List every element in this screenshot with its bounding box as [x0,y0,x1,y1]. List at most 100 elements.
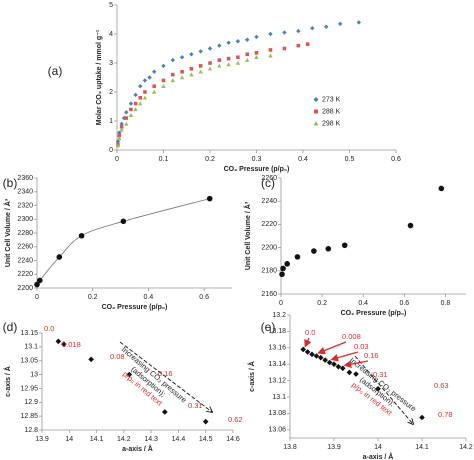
legend-marker [313,97,319,102]
data-point [121,115,127,121]
data-point [143,90,147,94]
y-tick-label: 13.18 [268,328,286,335]
data-point [117,133,122,138]
y-tick-label: 3 [109,60,113,67]
y-tick-label: 13 [30,371,38,378]
data-point [282,30,287,35]
panel-label: (d) [3,320,18,334]
pressure-label: 0.0 [305,328,315,337]
data-point [128,113,134,117]
x-tick-label: 0.5 [345,156,355,163]
data-point [304,349,311,355]
data-point [161,409,168,415]
trend-arrow [354,355,413,424]
x-tick-label: 14.4 [172,436,186,443]
y-tick-label: 2300 [17,216,33,223]
y-tick-label: 13.14 [268,361,286,368]
data-point [341,242,348,249]
y-tick-label: 2220 [17,271,33,278]
data-point [294,254,301,260]
y-tick-label: 13.16 [268,345,286,352]
x-axis-title: CO₂ Pressure (p/p₀) [341,310,407,317]
data-point [254,55,259,59]
x-axis-title: CO₂ Pressure (p/p₀) [224,166,290,173]
data-point [61,341,67,347]
data-point [161,63,166,69]
data-point [245,37,250,42]
y-tick-label: 13.1 [24,344,38,351]
panel-label: (b) [3,176,18,190]
data-point [138,96,143,100]
data-point [56,254,63,260]
y-tick-label: 13.08 [268,410,286,417]
data-point [170,78,175,83]
data-point [245,57,250,62]
legend-marker [313,121,319,126]
data-point [284,261,290,267]
data-point [419,414,425,421]
pressure-label: 0.31 [373,370,388,379]
x-tick-label: 14 [65,436,73,443]
x-tick-label: 0.6 [199,294,209,301]
data-point [119,125,124,129]
y-tick-label: 13.12 [268,377,286,384]
data-point [138,84,143,89]
y-tick-label: 12.9 [24,399,38,406]
y-tick-label: 2180 [261,268,277,275]
y-axis-title: c-axis / Å [247,361,256,392]
data-point [206,195,213,202]
panel-label: (e) [261,320,276,334]
data-point [179,55,185,60]
data-point [78,232,85,239]
x-tick-label: 13.8 [283,444,297,451]
y-tick-label: 0 [109,147,113,154]
data-point [142,78,148,83]
x-tick-label: 0.2 [88,294,98,301]
y-tick-label: 13.15 [20,330,38,337]
y-tick-label: 2240 [17,257,33,264]
data-point [124,110,129,115]
data-point [356,20,361,25]
data-point [161,84,166,88]
data-point [189,67,194,71]
data-point [119,121,124,127]
data-point [346,369,353,376]
data-point [318,354,324,361]
data-point [236,55,240,59]
data-point [254,51,259,55]
y-tick-label: 12.85 [20,413,38,420]
data-point [313,353,320,359]
y-tick-label: 2360 [17,175,33,182]
y-tick-label: 1 [109,118,113,125]
legend-marker [314,109,318,114]
y-axis-title: c-axis / Å [3,366,12,397]
pressure-arrow [330,351,359,362]
data-point [375,386,381,392]
y-tick-label: 13.2 [272,312,286,319]
x-tick-label: 14.1 [90,436,104,443]
y-tick-label: 2320 [17,202,33,209]
data-point [189,72,194,77]
y-tick-label: 2160 [261,291,277,298]
fit-line [36,198,210,285]
x-tick-label: 13.9 [35,436,49,443]
panel-label: (a) [48,64,63,78]
data-point [335,363,342,370]
data-point [217,63,222,68]
data-point [207,46,213,51]
data-point [115,143,121,148]
data-point [147,75,152,80]
x-tick-label: 0 [115,156,119,163]
data-point [152,89,157,94]
data-point [55,338,62,345]
y-tick-label: 2200 [261,244,277,251]
x-tick-label: 14.5 [199,436,213,443]
pressure-arrow [317,341,347,355]
x-tick-label: 14.2 [117,436,131,443]
x-tick-label: 14 [374,444,382,451]
legend-label: 273 K [322,96,341,103]
data-point [268,31,273,37]
data-point [202,418,209,425]
data-point [124,121,129,126]
data-point [133,107,138,112]
